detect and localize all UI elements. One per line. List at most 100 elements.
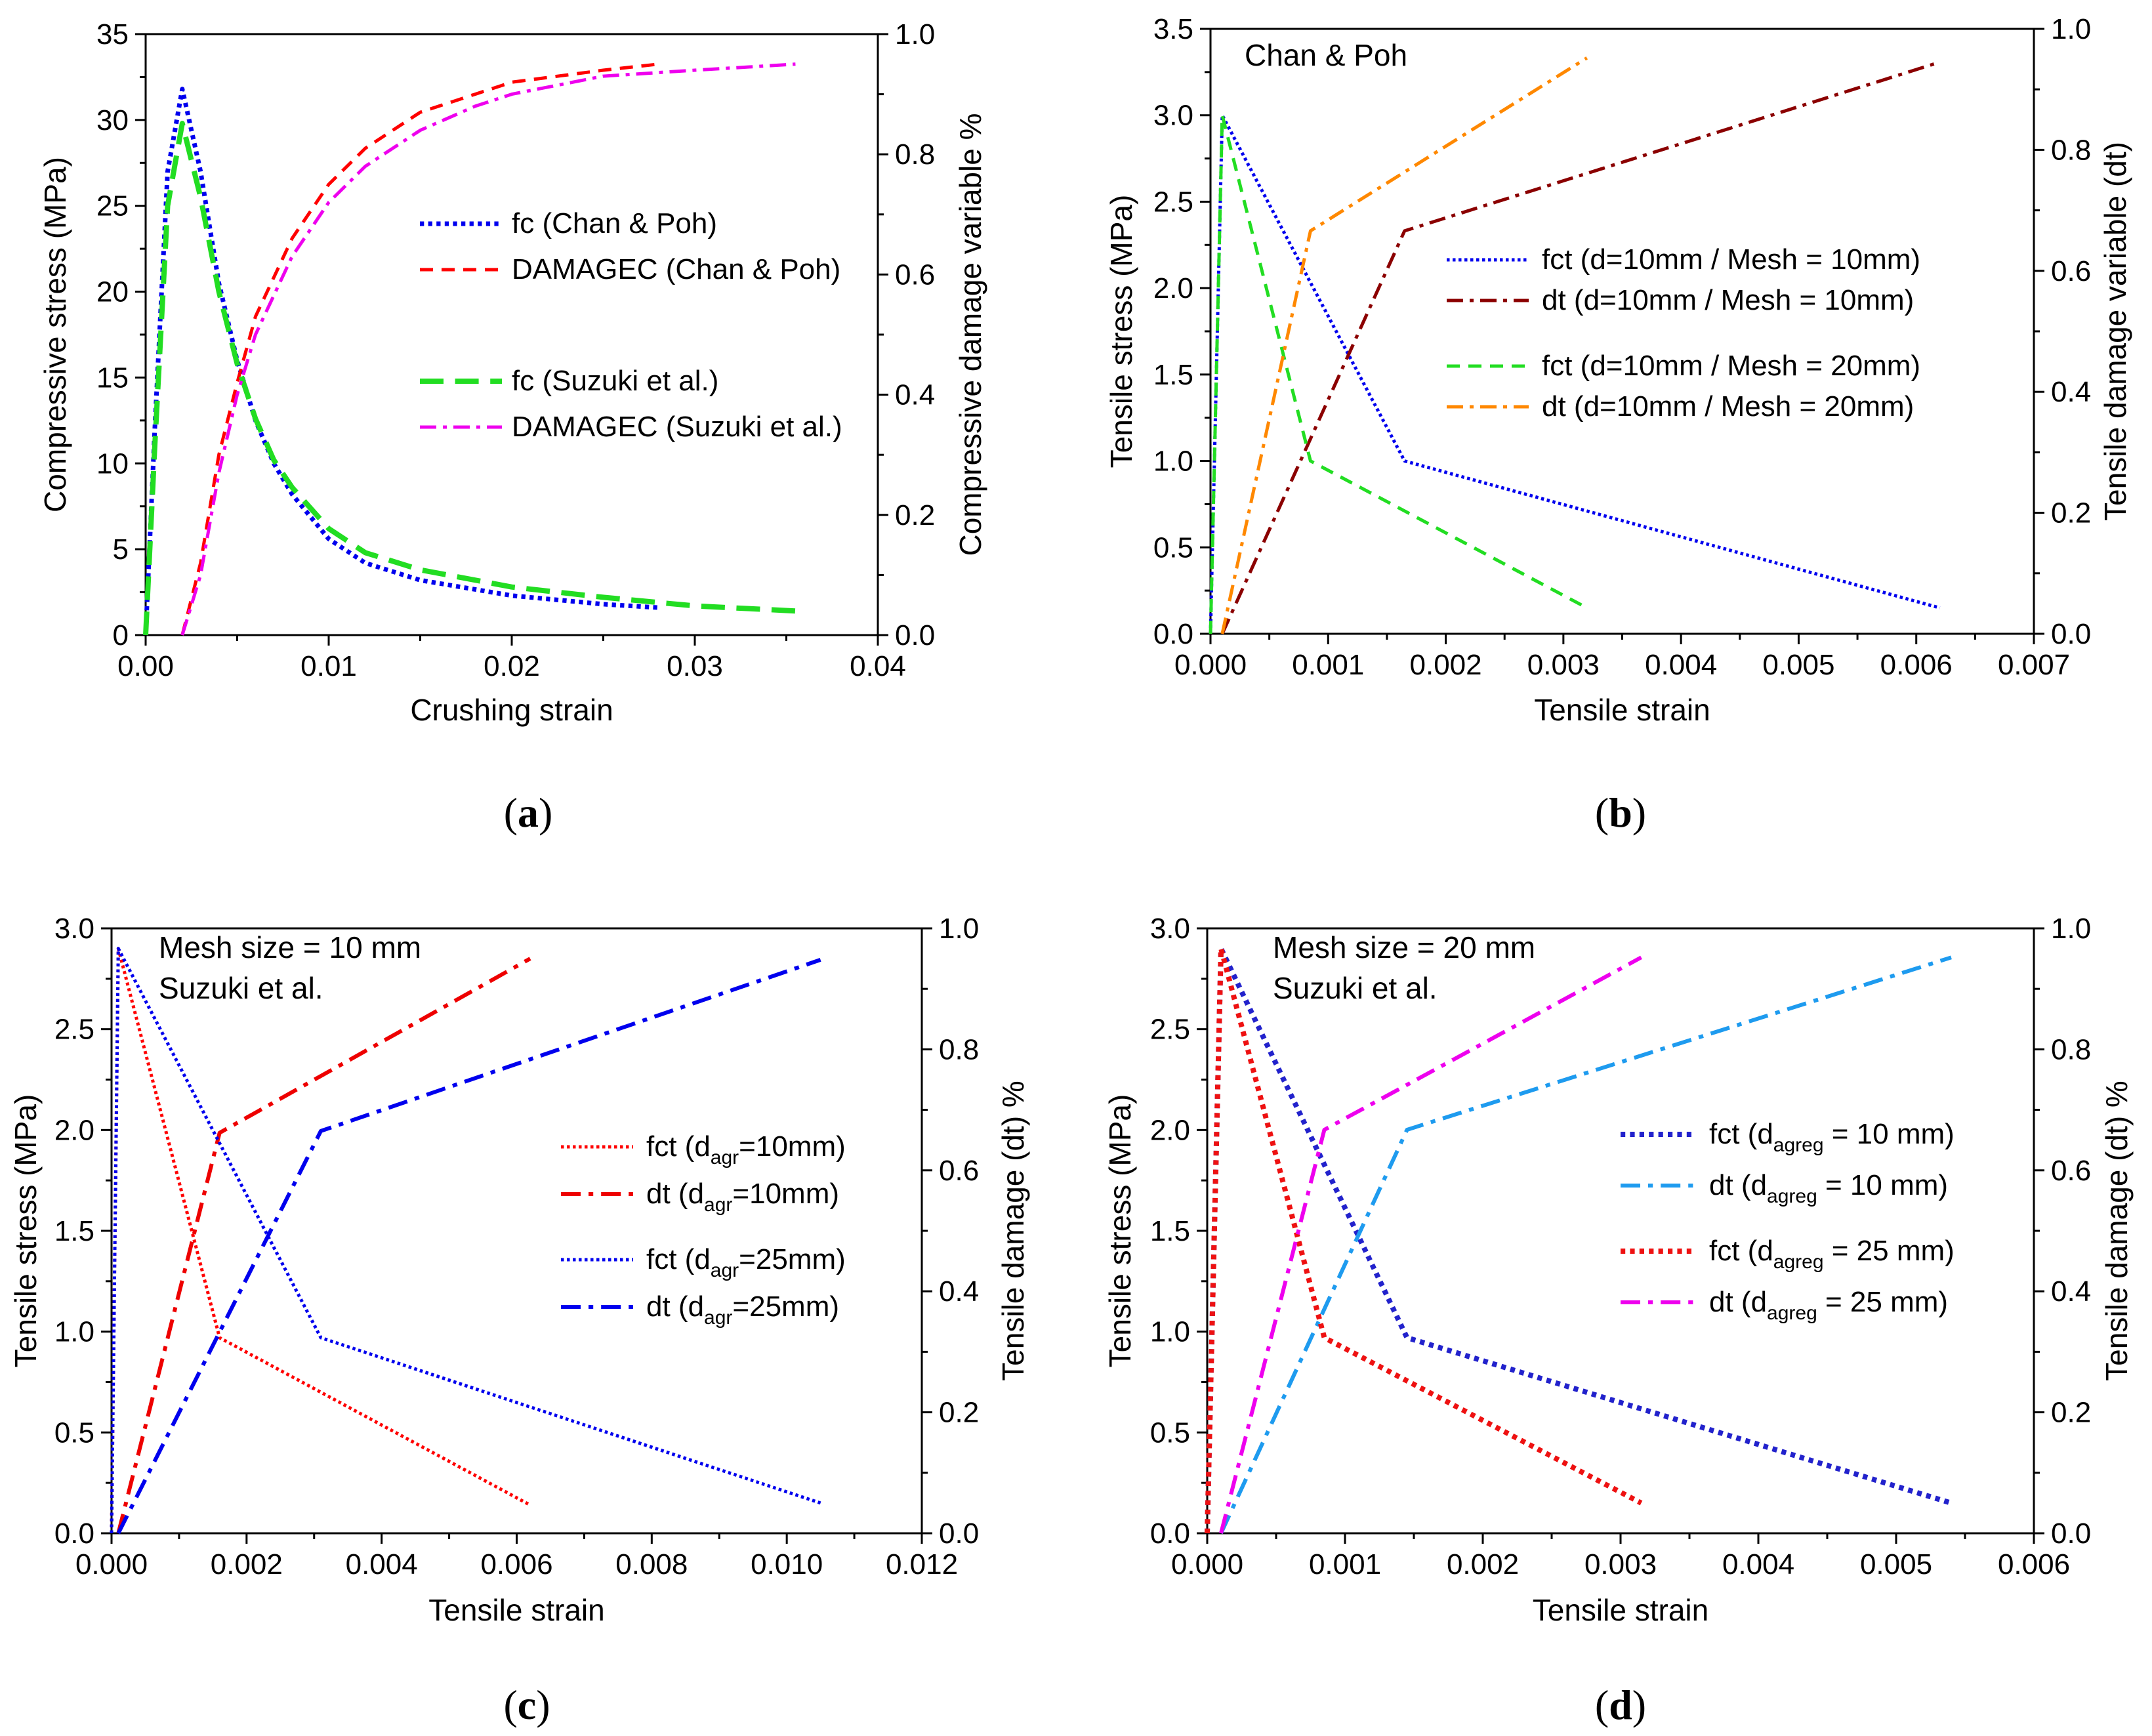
legend-item: dt (dagreg = 10 mm) — [1621, 1169, 1948, 1207]
legend-label-subscript: agr — [704, 1307, 732, 1329]
x-tick-label: 0.000 — [1174, 649, 1247, 681]
y-tick-label: 3.0 — [1153, 100, 1193, 132]
legend-label-subscript: agreg — [1773, 1134, 1824, 1156]
legend-label-subscript: agr — [704, 1194, 732, 1216]
series-line-1 — [1209, 114, 1941, 634]
legend-item: fct (dagr=25mm) — [561, 1243, 846, 1281]
x-tick-label: 0.04 — [850, 650, 906, 682]
legend-label-main: fct (d — [1709, 1235, 1773, 1267]
y2-tick-label: 0.0 — [939, 1518, 979, 1550]
x-tick-label: 0.00 — [117, 650, 174, 682]
legend-item: DAMAGEC (Suzuki et al.) — [420, 411, 842, 443]
y-tick-label: 10 — [96, 447, 129, 480]
y-tick-label: 2.5 — [1153, 186, 1193, 218]
y2-tick-label: 0.6 — [895, 258, 935, 291]
legend-label-suffix: = 10 mm) — [1824, 1118, 1955, 1150]
legend-label-main: fct (d=10mm / Mesh = 10mm) — [1542, 243, 1920, 276]
legend-label: DAMAGEC (Suzuki et al.) — [512, 411, 842, 443]
y-tick-label: 0.0 — [54, 1518, 94, 1550]
chart-a: 0.00 0.01 0.02 0.03 0.04 0 5 10 15 20 25 30 35 0.0 0.2… — [38, 18, 987, 836]
legend-label-main: fc (Suzuki et al.) — [512, 365, 718, 397]
legend-item: DAMAGEC (Chan & Poh) — [420, 253, 840, 285]
legend-label-suffix: = 25 mm) — [1817, 1286, 1948, 1318]
y-tick-label: 1.0 — [54, 1316, 94, 1348]
y-tick-label: 2.0 — [1150, 1114, 1190, 1146]
y-tick-label: 2.0 — [54, 1114, 94, 1146]
x-tick-label: 0.001 — [1292, 649, 1364, 681]
y2-tick-label: 0.4 — [939, 1275, 979, 1308]
legend-label: fct (dagreg = 25 mm) — [1709, 1235, 1955, 1273]
legend-label-suffix: =10mm) — [732, 1178, 839, 1210]
x-tick-label: 0.02 — [484, 650, 540, 682]
legend-label-main: dt (d — [646, 1291, 704, 1323]
series-line-2 — [1219, 955, 1952, 1535]
series-line-3 — [110, 947, 821, 1534]
legend-label: fc (Chan & Poh) — [512, 207, 717, 239]
series-line-1 — [110, 947, 531, 1534]
legend-item: fct (dagr=10mm) — [561, 1130, 846, 1168]
y-tick-label: 3.0 — [54, 913, 94, 945]
y-tick-label: 1.5 — [1150, 1215, 1190, 1247]
legend-label-main: dt (d — [646, 1178, 704, 1210]
series-line-2 — [1220, 60, 1941, 635]
panel-label: (c) — [503, 1682, 550, 1728]
legend-label: dt (d=10mm / Mesh = 20mm) — [1542, 390, 1914, 423]
chart-c: 0.000 0.002 0.004 0.006 0.008 0.010 0.0120.00.… — [9, 913, 1030, 1728]
series-line-3 — [1209, 114, 1588, 634]
panel-label-letter: d — [1609, 1682, 1632, 1728]
legend-label-subscript: agreg — [1767, 1186, 1817, 1207]
y-tick-label: 1.5 — [54, 1215, 94, 1247]
legend-item: dt (dagr=25mm) — [561, 1291, 839, 1329]
y-tick-label: 25 — [96, 190, 129, 222]
legend-label: dt (dagr=10mm) — [646, 1178, 839, 1216]
y-tick-label: 20 — [96, 276, 129, 308]
legend-label-main: dt (d — [1709, 1169, 1767, 1201]
y-axis-label: Compressive stress (MPa) — [38, 157, 72, 512]
y-tick-label: 2.5 — [54, 1014, 94, 1046]
chart-annotation: Mesh size = 20 mm — [1273, 930, 1535, 964]
y-tick-label: 1.0 — [1153, 445, 1193, 478]
legend-label: fc (Suzuki et al.) — [512, 365, 718, 397]
y2-axis-label: Tensile damage (dt) % — [2100, 1081, 2134, 1381]
legend-label-suffix: =25mm) — [739, 1243, 846, 1275]
series-line-4 — [1220, 56, 1588, 634]
legend-label: dt (dagreg = 10 mm) — [1709, 1169, 1948, 1207]
plot-frame — [1206, 927, 2035, 1535]
legend-item: fc (Chan & Poh) — [420, 207, 717, 239]
chart-annotation: Suzuki et al. — [1273, 971, 1438, 1005]
legend-label-main: dt (d=10mm / Mesh = 20mm) — [1542, 390, 1914, 423]
y2-tick-label: 1.0 — [2051, 913, 2091, 945]
y-tick-label: 0.5 — [1153, 531, 1193, 564]
series-line-2 — [116, 957, 531, 1534]
panel-label: (b) — [1595, 789, 1646, 836]
legend-label-main: fct (d — [1709, 1118, 1773, 1150]
chart-b: 0.000 0.001 0.002 0.003 0.004 0.005 0.006 0.007… — [1104, 13, 2132, 836]
y2-tick-label: 0.6 — [2051, 1155, 2091, 1187]
legend-label-suffix: =10mm) — [739, 1130, 846, 1163]
y2-tick-label: 0.8 — [895, 138, 935, 171]
y-tick-label: 35 — [96, 18, 129, 51]
x-tick-label: 0.000 — [75, 1548, 148, 1581]
x-tick-label: 0.003 — [1584, 1548, 1657, 1581]
y-tick-label: 15 — [96, 362, 129, 394]
y-axis-label: Tensile stress (MPa) — [1103, 1094, 1137, 1368]
legend-label: fct (d=10mm / Mesh = 10mm) — [1542, 243, 1920, 276]
y2-axis-label: Compressive damage variable % — [953, 114, 987, 556]
chart-annotation: Chan & Poh — [1245, 38, 1407, 72]
y-tick-label: 0.0 — [1153, 618, 1193, 650]
legend-label: fct (dagr=10mm) — [646, 1130, 846, 1168]
x-tick-label: 0.005 — [1762, 649, 1834, 681]
y2-tick-label: 0.8 — [2051, 134, 2091, 166]
x-tick-label: 0.003 — [1527, 649, 1600, 681]
x-tick-label: 0.005 — [1860, 1548, 1932, 1581]
legend-label: fct (dagreg = 10 mm) — [1709, 1118, 1955, 1156]
panel-label: (d) — [1595, 1682, 1646, 1728]
legend-label: DAMAGEC (Chan & Poh) — [512, 253, 840, 285]
y2-tick-label: 0.2 — [939, 1397, 979, 1429]
y2-tick-label: 0.2 — [895, 499, 935, 531]
y-tick-label: 3.5 — [1153, 13, 1193, 45]
y2-tick-label: 0.2 — [2051, 497, 2091, 529]
legend-label: fct (d=10mm / Mesh = 20mm) — [1542, 350, 1920, 382]
y-tick-label: 2.5 — [1150, 1014, 1190, 1046]
